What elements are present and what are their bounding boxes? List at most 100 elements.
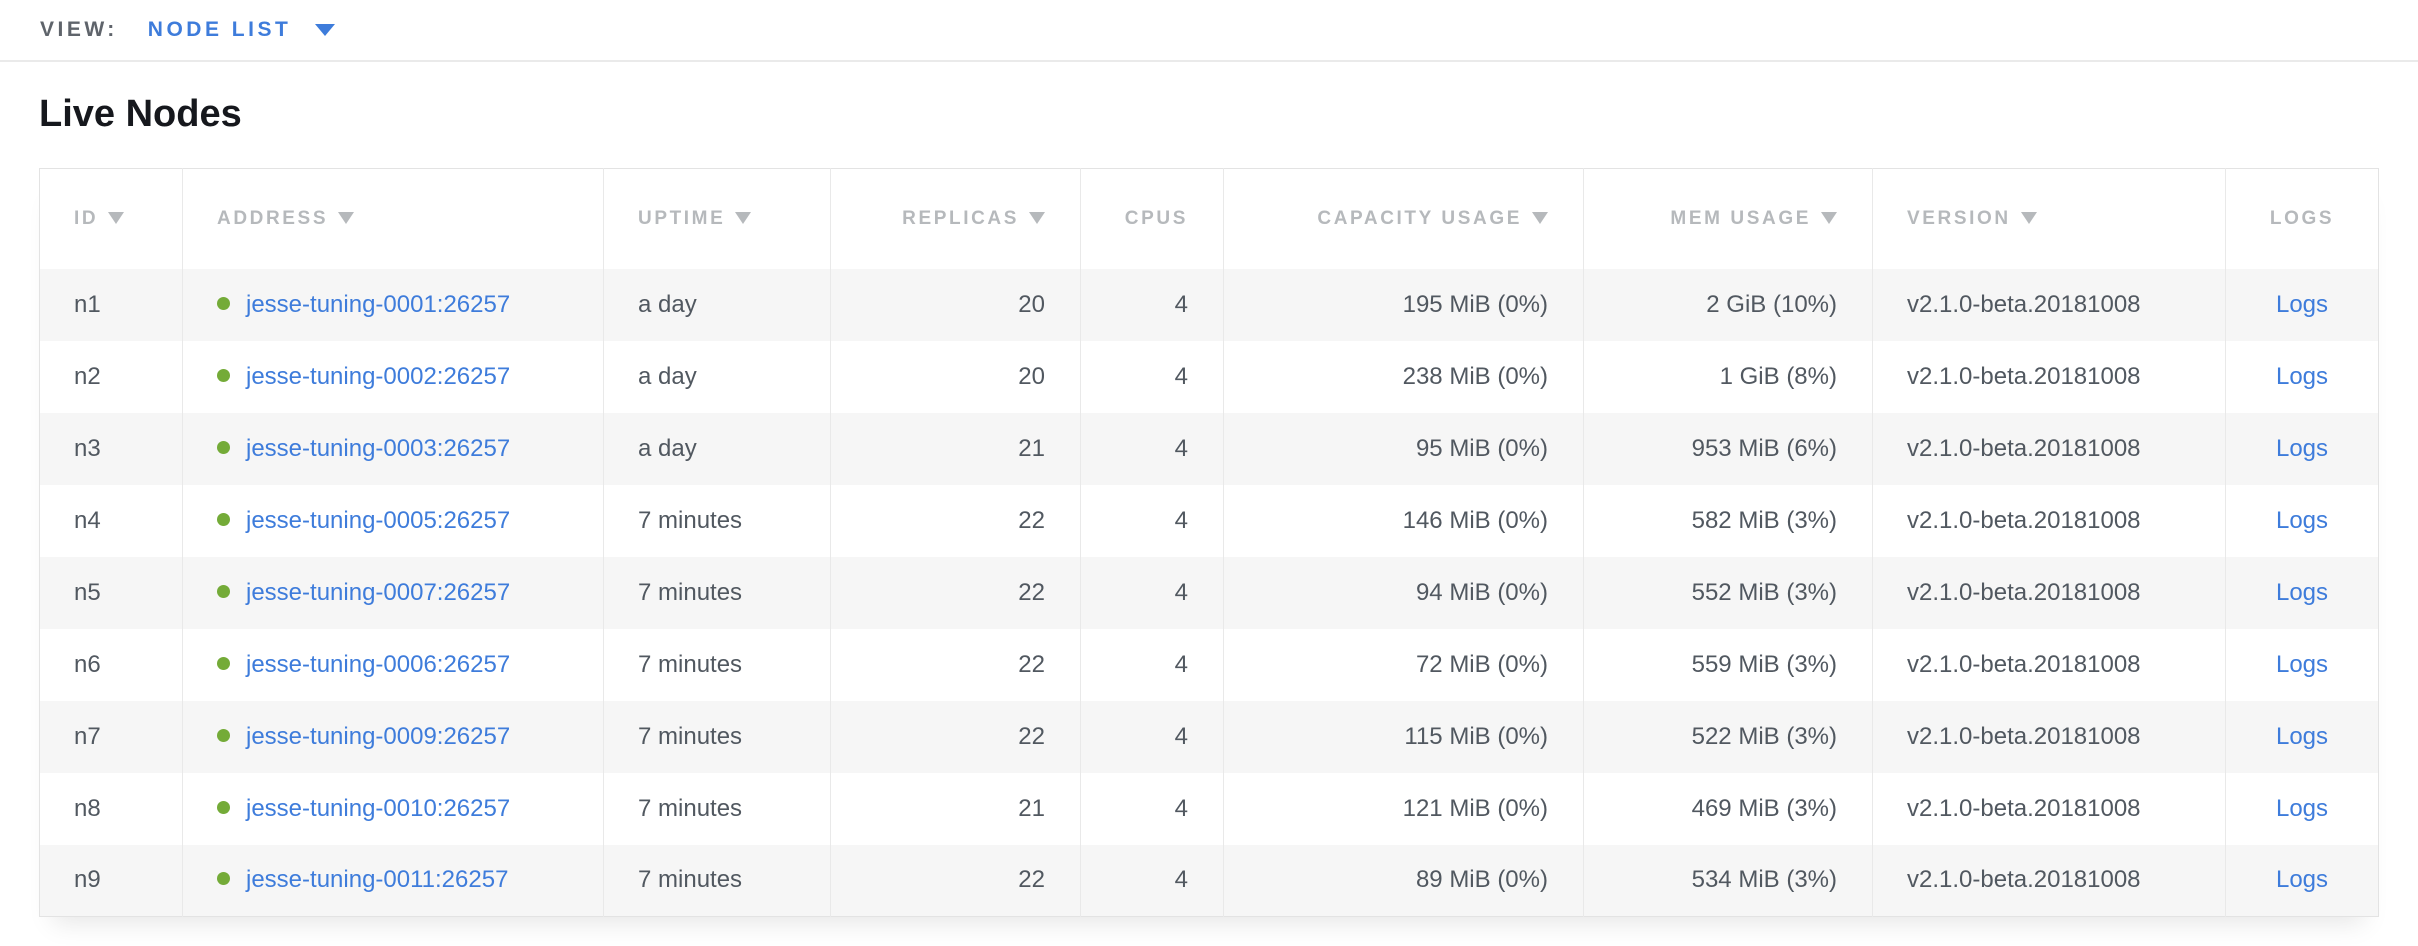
node-address-link[interactable]: jesse-tuning-0011:26257 — [246, 866, 509, 894]
cpus-cell: 4 — [1080, 772, 1224, 845]
version-cell: v2.1.0-beta.20181008 — [1872, 484, 2226, 557]
column-header-address[interactable]: ADDRESS — [182, 168, 604, 269]
chevron-down-icon — [315, 24, 336, 36]
column-header-replicas[interactable]: REPLICAS — [830, 168, 1081, 269]
node-address-cell: jesse-tuning-0006:26257 — [182, 628, 604, 701]
table-row: n6 jesse-tuning-0006:26257 7 minutes 22 … — [39, 628, 2379, 701]
node-id-cell: n5 — [74, 578, 101, 606]
table-row: n5 jesse-tuning-0007:26257 7 minutes 22 … — [39, 556, 2379, 629]
version-cell: v2.1.0-beta.20181008 — [1872, 844, 2226, 917]
cpus-cell: 4 — [1080, 844, 1224, 917]
column-label: UPTIME — [638, 207, 726, 229]
sort-desc-icon — [735, 211, 752, 224]
capacity-usage-cell: 94 MiB (0%) — [1223, 556, 1584, 629]
node-id-cell: n6 — [74, 650, 101, 678]
column-header-logs: LOGS — [2225, 168, 2379, 269]
replicas-cell: 20 — [830, 268, 1081, 341]
table-row: n1 jesse-tuning-0001:26257 a day 20 4 19… — [39, 268, 2379, 341]
app-root: VIEW: NODE LIST Live Nodes ID — [0, 0, 2418, 917]
table-row: n4 jesse-tuning-0005:26257 7 minutes 22 … — [39, 484, 2379, 557]
node-address-link[interactable]: jesse-tuning-0001:26257 — [246, 290, 511, 318]
capacity-usage-cell: 115 MiB (0%) — [1223, 700, 1584, 773]
node-id-cell: n3 — [74, 434, 101, 462]
column-header-uptime[interactable]: UPTIME — [603, 168, 831, 269]
logs-cell: Logs — [2225, 412, 2379, 485]
logs-link[interactable]: Logs — [2275, 290, 2329, 318]
sort-desc-icon — [338, 211, 355, 224]
mem-usage-cell: 582 MiB (3%) — [1583, 484, 1873, 557]
uptime-cell: 7 minutes — [603, 700, 831, 773]
mem-usage-cell: 559 MiB (3%) — [1583, 628, 1873, 701]
sort-desc-icon — [108, 211, 125, 224]
mem-usage-cell: 953 MiB (6%) — [1583, 412, 1873, 485]
sort-desc-icon — [1029, 211, 1045, 224]
table-row: n8 jesse-tuning-0010:26257 7 minutes 21 … — [39, 772, 2379, 845]
column-label: ID — [74, 207, 99, 229]
logs-cell: Logs — [2225, 484, 2379, 557]
logs-cell: Logs — [2225, 268, 2379, 341]
main-content: Live Nodes ID ADDRESS — [0, 62, 2418, 917]
mem-usage-cell: 2 GiB (10%) — [1583, 268, 1873, 341]
column-header-mem-usage[interactable]: MEM USAGE — [1583, 168, 1873, 269]
view-selected-value: NODE LIST — [147, 18, 292, 41]
node-address-cell: jesse-tuning-0005:26257 — [182, 484, 604, 557]
table-row: n9 jesse-tuning-0011:26257 7 minutes 22 … — [39, 844, 2379, 917]
node-id-cell: n1 — [74, 290, 101, 318]
view-selector-dropdown[interactable]: NODE LIST — [148, 18, 336, 42]
cpus-cell: 4 — [1080, 268, 1224, 341]
capacity-usage-cell: 146 MiB (0%) — [1223, 484, 1584, 557]
uptime-cell: a day — [603, 340, 831, 413]
column-label: ADDRESS — [217, 207, 329, 229]
node-address-link[interactable]: jesse-tuning-0007:26257 — [246, 578, 511, 606]
live-nodes-table: ID ADDRESS UPTIME REPLICAS CPUS — [39, 168, 2379, 917]
column-header-version[interactable]: VERSION — [1872, 168, 2226, 269]
uptime-cell: 7 minutes — [603, 628, 831, 701]
node-address-link[interactable]: jesse-tuning-0003:26257 — [246, 434, 511, 462]
capacity-usage-cell: 121 MiB (0%) — [1223, 772, 1584, 845]
capacity-usage-cell: 89 MiB (0%) — [1223, 844, 1584, 917]
node-address-link[interactable]: jesse-tuning-0006:26257 — [246, 650, 511, 678]
node-id-cell: n9 — [74, 866, 101, 894]
node-address-link[interactable]: jesse-tuning-0005:26257 — [246, 506, 511, 534]
logs-link[interactable]: Logs — [2275, 578, 2329, 606]
node-address-link[interactable]: jesse-tuning-0010:26257 — [246, 794, 511, 822]
sort-desc-icon — [1821, 211, 1837, 224]
mem-usage-cell: 552 MiB (3%) — [1583, 556, 1873, 629]
node-live-status-icon — [217, 368, 230, 382]
column-header-capacity-usage[interactable]: CAPACITY USAGE — [1223, 168, 1584, 269]
logs-link[interactable]: Logs — [2275, 866, 2329, 894]
column-header-id[interactable]: ID — [39, 168, 183, 269]
mem-usage-cell: 534 MiB (3%) — [1583, 844, 1873, 917]
node-id-cell: n4 — [74, 506, 101, 534]
version-cell: v2.1.0-beta.20181008 — [1872, 628, 2226, 701]
mem-usage-cell: 522 MiB (3%) — [1583, 700, 1873, 773]
cpus-cell: 4 — [1080, 700, 1224, 773]
replicas-cell: 22 — [830, 700, 1081, 773]
node-address-link[interactable]: jesse-tuning-0009:26257 — [246, 722, 511, 750]
node-address-link[interactable]: jesse-tuning-0002:26257 — [246, 362, 511, 390]
logs-link[interactable]: Logs — [2275, 722, 2329, 750]
cpus-cell: 4 — [1080, 412, 1224, 485]
uptime-cell: a day — [603, 268, 831, 341]
logs-link[interactable]: Logs — [2275, 650, 2329, 678]
node-id-cell: n2 — [74, 362, 101, 390]
logs-link[interactable]: Logs — [2275, 794, 2329, 822]
node-address-cell: jesse-tuning-0001:26257 — [182, 268, 604, 341]
logs-link[interactable]: Logs — [2275, 506, 2329, 534]
mem-usage-cell: 1 GiB (8%) — [1583, 340, 1873, 413]
logs-link[interactable]: Logs — [2275, 362, 2329, 390]
capacity-usage-cell: 72 MiB (0%) — [1223, 628, 1584, 701]
cpus-cell: 4 — [1080, 484, 1224, 557]
column-header-cpus: CPUS — [1080, 168, 1224, 269]
column-label: LOGS — [2269, 207, 2335, 229]
cpus-cell: 4 — [1080, 556, 1224, 629]
capacity-usage-cell: 195 MiB (0%) — [1223, 268, 1584, 341]
cpus-cell: 4 — [1080, 340, 1224, 413]
logs-link[interactable]: Logs — [2275, 434, 2329, 462]
replicas-cell: 22 — [830, 628, 1081, 701]
mem-usage-cell: 469 MiB (3%) — [1583, 772, 1873, 845]
logs-cell: Logs — [2225, 700, 2379, 773]
node-live-status-icon — [217, 440, 230, 454]
view-bar: VIEW: NODE LIST — [0, 0, 2418, 62]
sort-desc-icon — [1532, 211, 1548, 224]
